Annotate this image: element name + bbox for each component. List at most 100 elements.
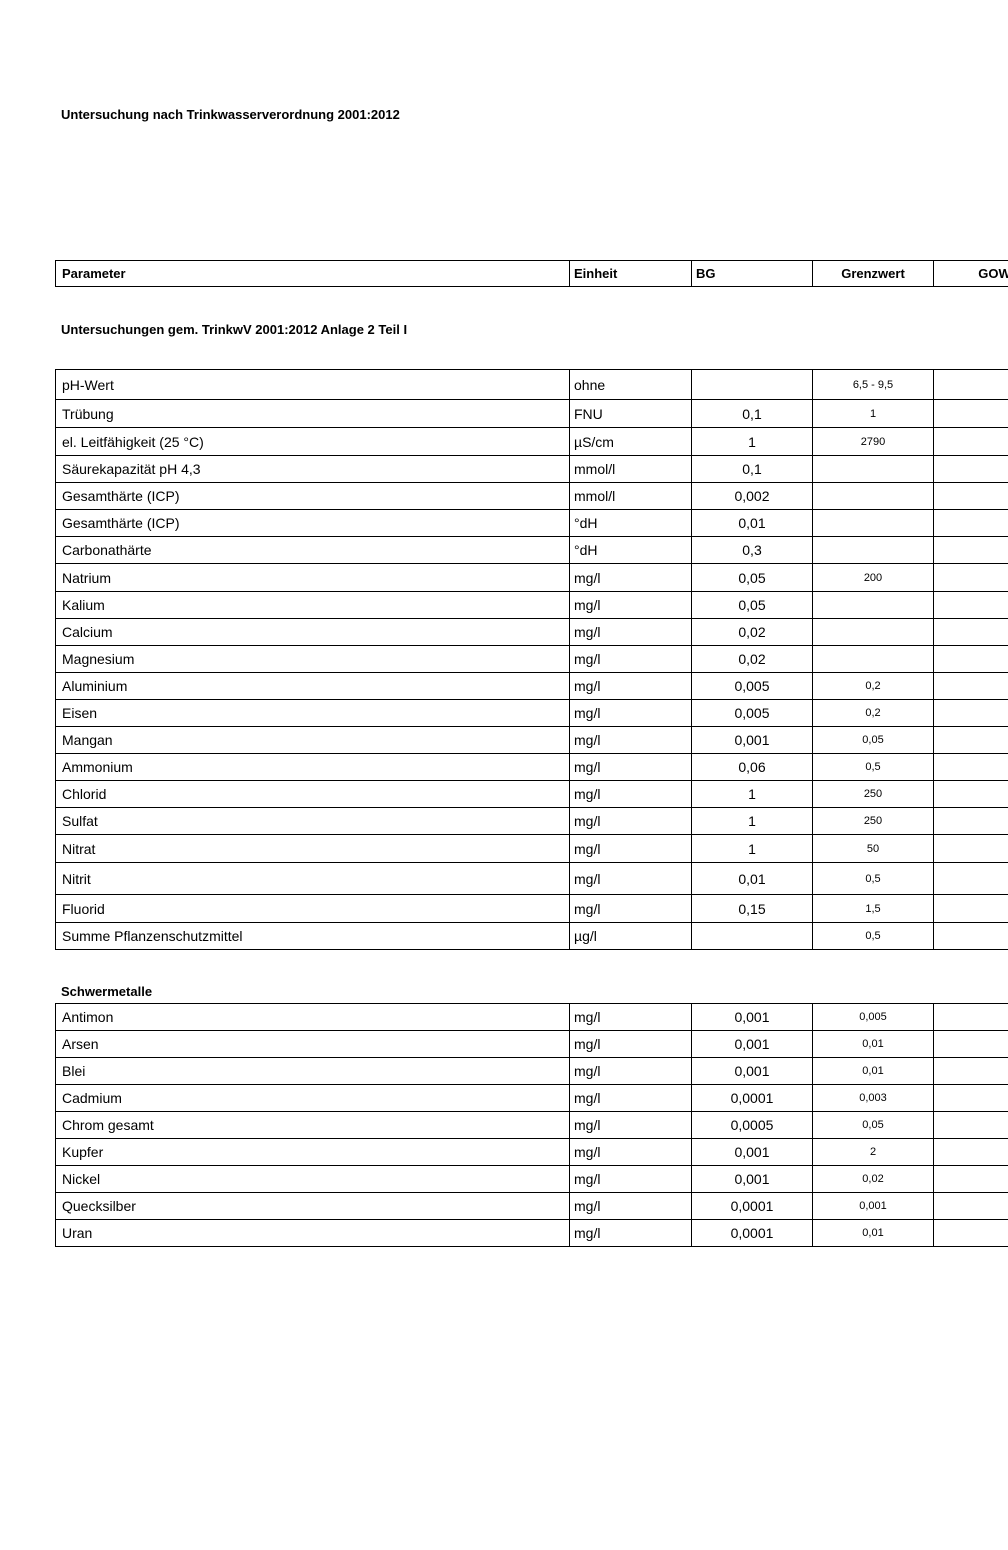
grenzwert-cell: 250 bbox=[812, 807, 934, 835]
unit-cell: mg/l bbox=[569, 1084, 692, 1112]
gow-cell bbox=[933, 1111, 1008, 1139]
unit-cell: mg/l bbox=[569, 894, 692, 923]
bg-cell: 0,01 bbox=[691, 509, 813, 537]
table-row: Kalium mg/l 0,05 bbox=[55, 591, 1008, 619]
grenzwert-cell: 0,05 bbox=[812, 726, 934, 754]
grenzwert-cell: 0,5 bbox=[812, 922, 934, 950]
table-schwermetalle: Antimon mg/l 0,001 0,005 Arsen mg/l 0,001 0,01 B… bbox=[55, 1003, 1008, 1247]
parameter-cell: Gesamthärte (ICP) bbox=[55, 482, 570, 510]
gow-cell bbox=[933, 1165, 1008, 1193]
section-title-anlage2: Untersuchungen gem. TrinkwV 2001:2012 An… bbox=[61, 322, 408, 337]
unit-cell: mg/l bbox=[569, 834, 692, 863]
parameter-cell: Mangan bbox=[55, 726, 570, 754]
header-gow: GOW bbox=[933, 260, 1008, 287]
table-row: Antimon mg/l 0,001 0,005 bbox=[55, 1003, 1008, 1031]
table-row: Nitrat mg/l 1 50 bbox=[55, 834, 1008, 863]
table-row: el. Leitfähigkeit (25 °C) µS/cm 1 2790 bbox=[55, 427, 1008, 456]
table-row: Natrium mg/l 0,05 200 bbox=[55, 563, 1008, 592]
parameter-cell: Kalium bbox=[55, 591, 570, 619]
bg-cell: 0,001 bbox=[691, 726, 813, 754]
bg-cell: 0,005 bbox=[691, 672, 813, 700]
parameter-cell: Gesamthärte (ICP) bbox=[55, 509, 570, 537]
table-row: pH-Wert ohne 6,5 - 9,5 bbox=[55, 369, 1008, 400]
parameter-cell: Antimon bbox=[55, 1003, 570, 1031]
gow-cell bbox=[933, 563, 1008, 592]
parameter-cell: Arsen bbox=[55, 1030, 570, 1058]
grenzwert-cell: 0,2 bbox=[812, 672, 934, 700]
gow-cell bbox=[933, 753, 1008, 781]
grenzwert-cell bbox=[812, 618, 934, 646]
bg-cell: 0,0001 bbox=[691, 1219, 813, 1247]
gow-cell bbox=[933, 1138, 1008, 1166]
bg-cell: 0,0001 bbox=[691, 1084, 813, 1112]
unit-cell: mg/l bbox=[569, 1111, 692, 1139]
header-einheit: Einheit bbox=[569, 260, 692, 287]
gow-cell bbox=[933, 1030, 1008, 1058]
parameter-cell: Blei bbox=[55, 1057, 570, 1085]
unit-cell: FNU bbox=[569, 399, 692, 428]
bg-cell bbox=[691, 922, 813, 950]
table-row: Blei mg/l 0,001 0,01 bbox=[55, 1057, 1008, 1085]
bg-cell: 0,005 bbox=[691, 699, 813, 727]
table-anlage2: pH-Wert ohne 6,5 - 9,5 Trübung FNU 0,1 1 el. Le… bbox=[55, 369, 1008, 950]
gow-cell bbox=[933, 894, 1008, 923]
gow-cell bbox=[933, 1057, 1008, 1085]
bg-cell: 0,002 bbox=[691, 482, 813, 510]
grenzwert-cell bbox=[812, 482, 934, 510]
unit-cell: mg/l bbox=[569, 1138, 692, 1166]
grenzwert-cell bbox=[812, 509, 934, 537]
grenzwert-cell: 1 bbox=[812, 399, 934, 428]
parameter-cell: Natrium bbox=[55, 563, 570, 592]
bg-cell: 1 bbox=[691, 780, 813, 808]
bg-cell: 0,3 bbox=[691, 536, 813, 564]
grenzwert-cell: 1,5 bbox=[812, 894, 934, 923]
parameter-cell: Aluminium bbox=[55, 672, 570, 700]
unit-cell: mg/l bbox=[569, 726, 692, 754]
gow-cell bbox=[933, 922, 1008, 950]
unit-cell: mg/l bbox=[569, 618, 692, 646]
unit-cell: mg/l bbox=[569, 862, 692, 895]
grenzwert-cell: 50 bbox=[812, 834, 934, 863]
bg-cell: 0,02 bbox=[691, 645, 813, 673]
gow-cell bbox=[933, 509, 1008, 537]
grenzwert-cell: 0,05 bbox=[812, 1111, 934, 1139]
bg-cell: 0,0005 bbox=[691, 1111, 813, 1139]
parameter-cell: Sulfat bbox=[55, 807, 570, 835]
header-table: Parameter Einheit BG Grenzwert GOW bbox=[55, 260, 1008, 287]
table-row: Chrom gesamt mg/l 0,0005 0,05 bbox=[55, 1111, 1008, 1139]
grenzwert-cell: 250 bbox=[812, 780, 934, 808]
table-row: Aluminium mg/l 0,005 0,2 bbox=[55, 672, 1008, 700]
unit-cell: mg/l bbox=[569, 1192, 692, 1220]
table-row: Mangan mg/l 0,001 0,05 bbox=[55, 726, 1008, 754]
header-row: Parameter Einheit BG Grenzwert GOW bbox=[55, 260, 1008, 287]
gow-cell bbox=[933, 399, 1008, 428]
bg-cell: 1 bbox=[691, 807, 813, 835]
header-grenzwert: Grenzwert bbox=[812, 260, 934, 287]
table-row: Säurekapazität pH 4,3 mmol/l 0,1 bbox=[55, 455, 1008, 483]
gow-cell bbox=[933, 862, 1008, 895]
parameter-cell: Ammonium bbox=[55, 753, 570, 781]
unit-cell: mg/l bbox=[569, 753, 692, 781]
unit-cell: µg/l bbox=[569, 922, 692, 950]
grenzwert-cell: 6,5 - 9,5 bbox=[812, 369, 934, 400]
table-row: Magnesium mg/l 0,02 bbox=[55, 645, 1008, 673]
parameter-cell: Fluorid bbox=[55, 894, 570, 923]
table-row: Eisen mg/l 0,005 0,2 bbox=[55, 699, 1008, 727]
bg-cell: 0,001 bbox=[691, 1030, 813, 1058]
gow-cell bbox=[933, 618, 1008, 646]
unit-cell: mmol/l bbox=[569, 482, 692, 510]
table-row: Uran mg/l 0,0001 0,01 bbox=[55, 1219, 1008, 1247]
table-row: Kupfer mg/l 0,001 2 bbox=[55, 1138, 1008, 1166]
parameter-cell: Säurekapazität pH 4,3 bbox=[55, 455, 570, 483]
bg-cell: 1 bbox=[691, 427, 813, 456]
unit-cell: mg/l bbox=[569, 1057, 692, 1085]
unit-cell: mg/l bbox=[569, 780, 692, 808]
gow-cell bbox=[933, 591, 1008, 619]
table-row: Chlorid mg/l 1 250 bbox=[55, 780, 1008, 808]
table-row: Nickel mg/l 0,001 0,02 bbox=[55, 1165, 1008, 1193]
parameter-cell: Carbonathärte bbox=[55, 536, 570, 564]
unit-cell: mg/l bbox=[569, 1219, 692, 1247]
section-title-schwermetalle: Schwermetalle bbox=[61, 984, 153, 999]
bg-cell: 0,001 bbox=[691, 1003, 813, 1031]
bg-cell: 0,05 bbox=[691, 563, 813, 592]
